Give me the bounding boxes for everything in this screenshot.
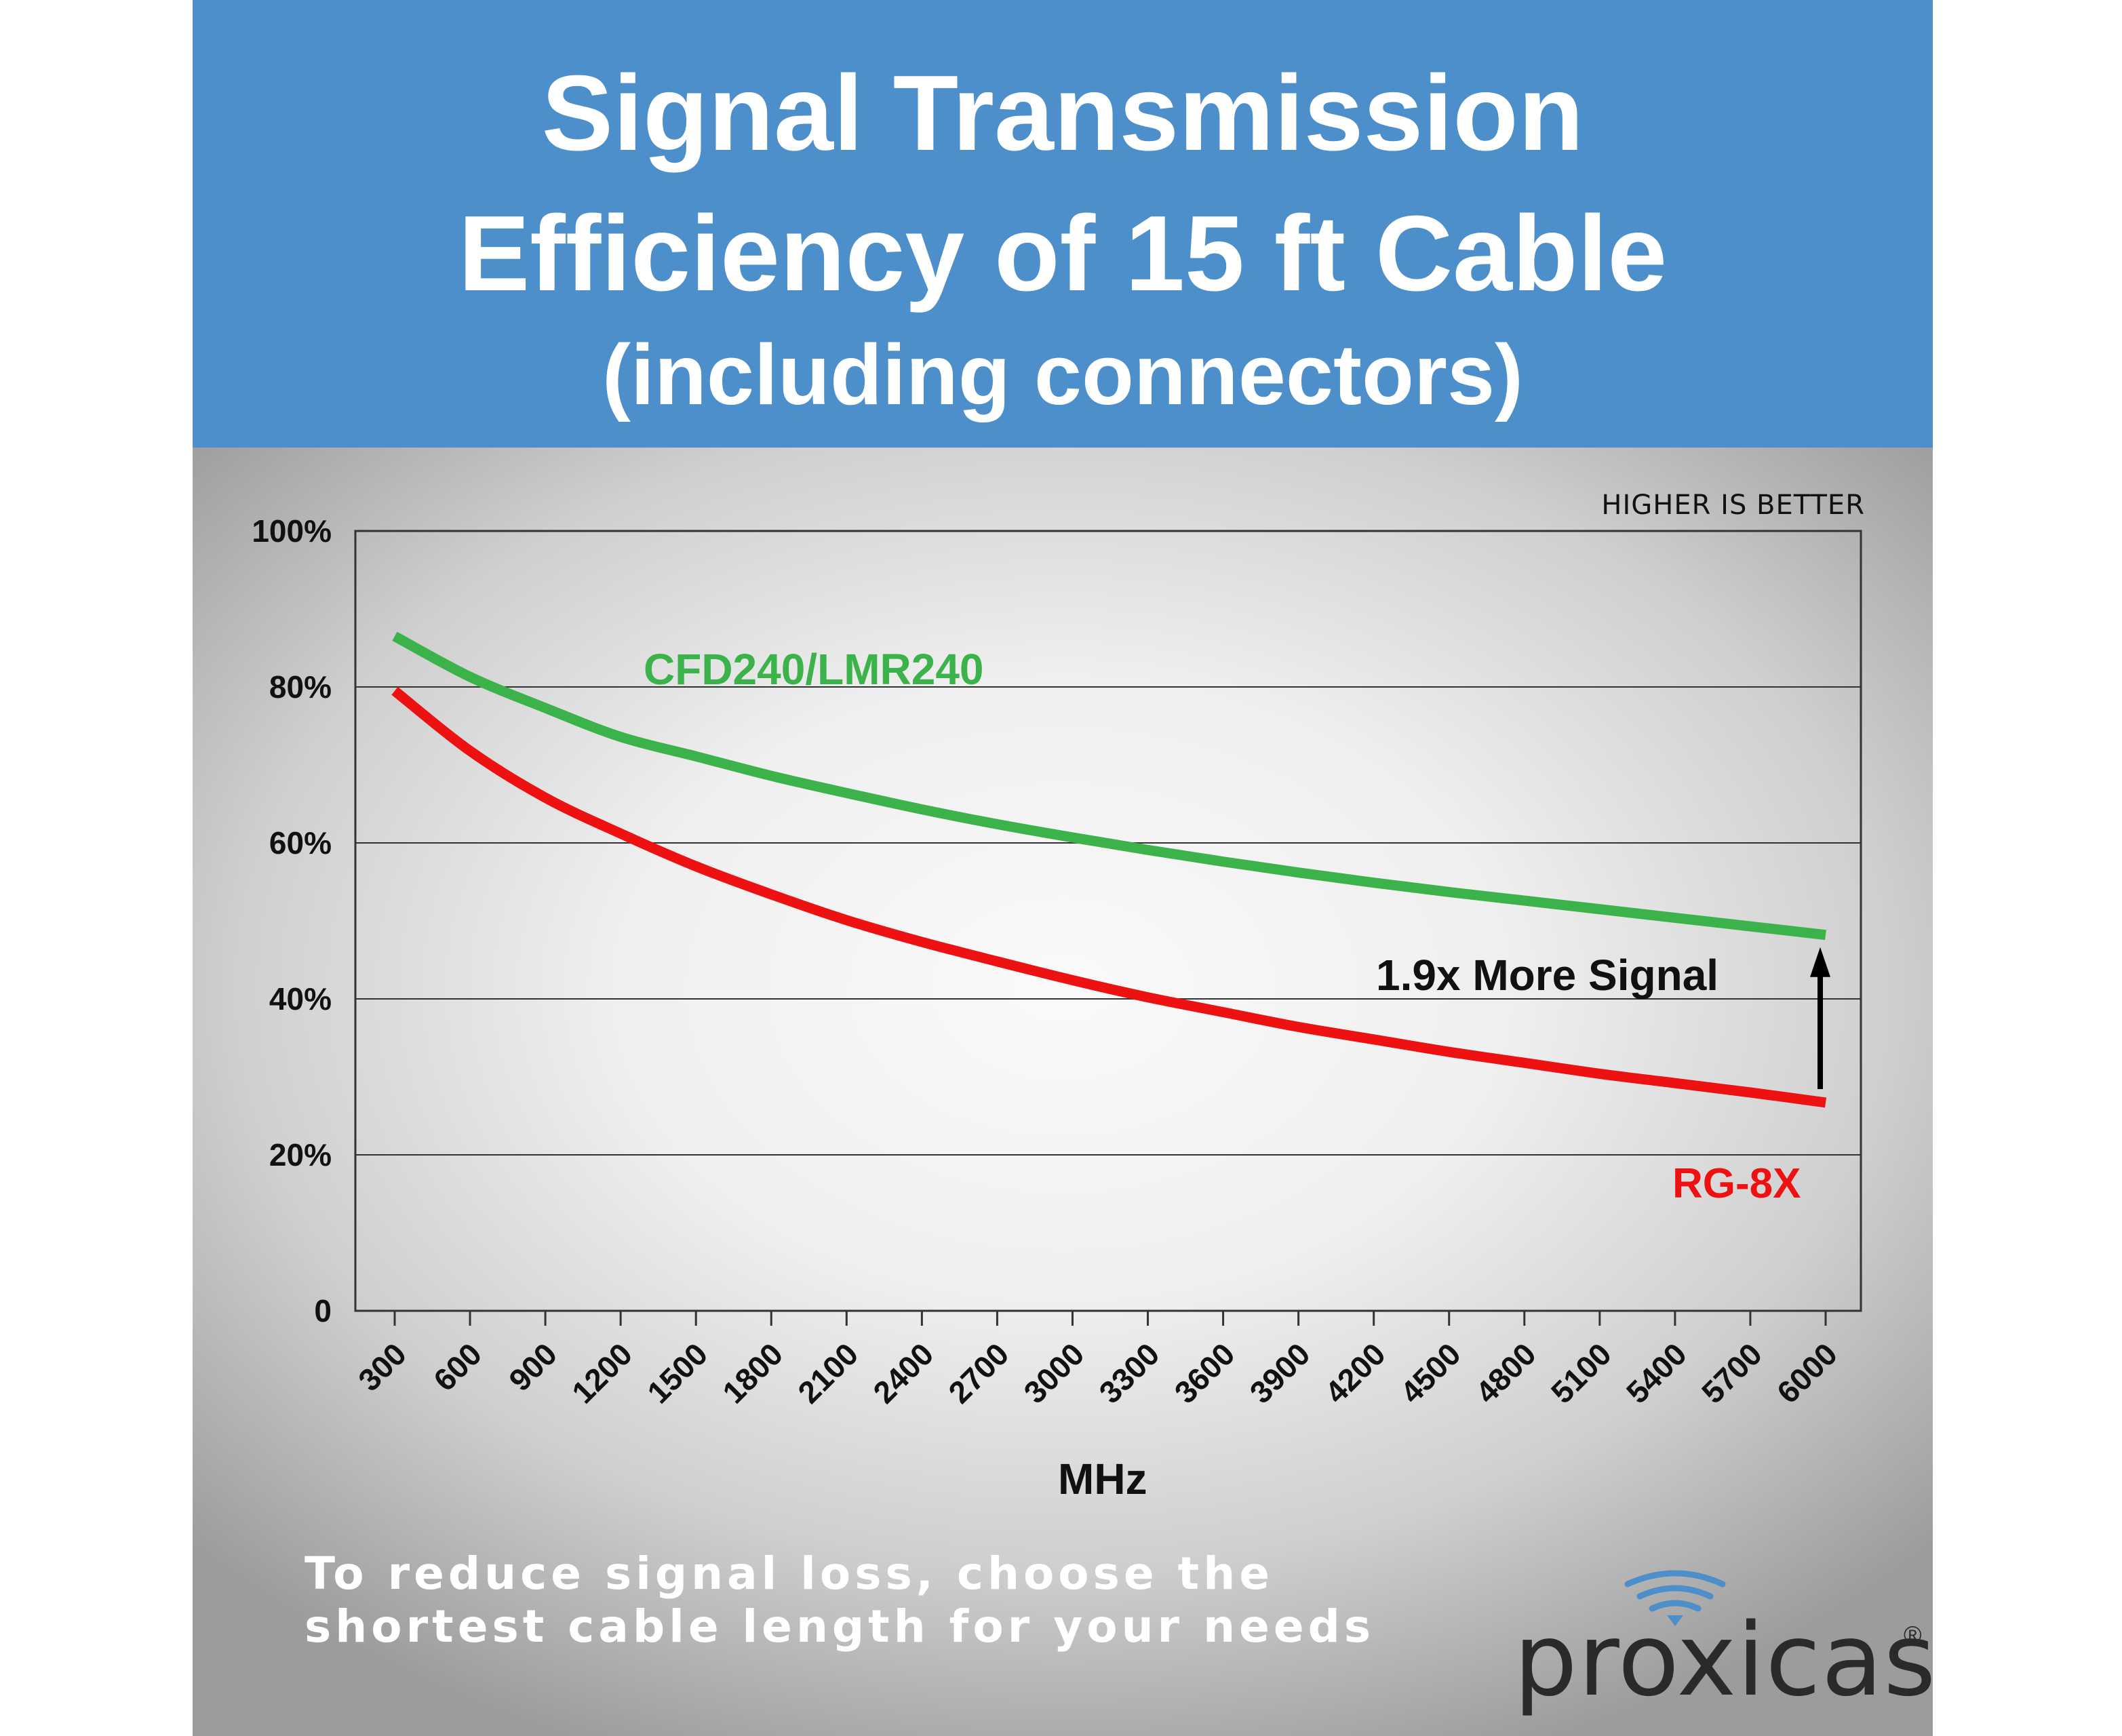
x-tick-label: 1200	[565, 1336, 639, 1410]
series-line-rg8x	[391, 686, 1826, 1108]
x-tick-label: 4500	[1394, 1336, 1468, 1410]
y-tick-label: 0	[314, 1293, 332, 1328]
series-label-rg8x: RG-8X	[1672, 1160, 1801, 1207]
x-tick-label: 5700	[1695, 1336, 1769, 1410]
x-tick-label: 300	[351, 1336, 413, 1398]
chart-background	[193, 448, 1933, 1736]
title-banner: Signal Transmission Efficiency of 15 ft …	[193, 0, 1933, 448]
signal-gain-annotation: 1.9x More Signal	[1376, 951, 1719, 1000]
x-tick-label: 2400	[866, 1336, 940, 1410]
logo-wordmark: proxicast	[1514, 1602, 1933, 1718]
tip-text-line-1: To reduce signal loss, choose the	[304, 1547, 1274, 1600]
x-tick-label: 3900	[1243, 1336, 1317, 1410]
chart-plot: 0 20% 40% 60% 80% 100% 300 600 900 1200 1500 1800 21…	[252, 513, 1862, 1410]
comparison-arrow	[1810, 947, 1830, 1089]
gridlines	[355, 686, 1861, 1156]
x-tick-label: 3300	[1092, 1336, 1166, 1410]
infographic-panel: Signal Transmission Efficiency of 15 ft …	[193, 0, 1933, 1736]
wifi-signal-icon	[1624, 1570, 1726, 1626]
x-tick-label: 1800	[715, 1336, 789, 1410]
title-line-3: (including connectors)	[602, 327, 1523, 422]
plot-frame	[354, 530, 1862, 1312]
higher-is-better-note: HIGHER IS BETTER	[1601, 490, 1865, 521]
x-tick-label: 1500	[640, 1336, 714, 1410]
title-line-1: Signal Transmission	[541, 54, 1584, 173]
registered-mark: ®	[1904, 1621, 1922, 1649]
arrow-head	[1810, 947, 1830, 977]
x-tick-label: 3600	[1168, 1336, 1242, 1410]
y-tick-label: 60%	[269, 825, 332, 861]
tip-text-line-2: shortest cable length for your needs	[304, 1600, 1375, 1653]
x-tick-label: 2100	[791, 1336, 865, 1410]
x-tick-label: 5400	[1619, 1336, 1693, 1410]
series-line-cfd240	[392, 631, 1826, 941]
x-tick-label: 4800	[1469, 1336, 1543, 1410]
x-tick-label: 4200	[1318, 1336, 1392, 1410]
series-label-cfd240: CFD240/LMR240	[644, 645, 984, 694]
axes	[354, 530, 1862, 1326]
series-lines	[391, 631, 1826, 1108]
title-line-2: Efficiency of 15 ft Cable	[458, 194, 1668, 313]
x-axis-label: MHz	[1058, 1455, 1147, 1503]
x-tick-label: 2700	[941, 1336, 1015, 1410]
y-tick-label: 40%	[269, 981, 332, 1017]
x-tick-label: 5100	[1544, 1336, 1618, 1410]
x-tick-label: 6000	[1770, 1336, 1844, 1410]
x-tick-label: 3000	[1017, 1336, 1091, 1410]
y-tick-label: 100%	[252, 513, 332, 549]
proxicast-logo: proxicast ®	[1514, 1566, 1933, 1736]
x-tick-label: 600	[427, 1336, 488, 1398]
x-tick-label: 900	[502, 1336, 564, 1398]
y-tick-label: 80%	[269, 669, 332, 705]
y-tick-label: 20%	[269, 1137, 332, 1172]
